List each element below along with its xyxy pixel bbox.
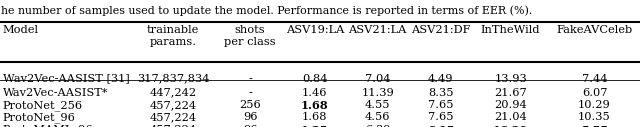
Text: FakeAVCeleb: FakeAVCeleb [556, 25, 633, 35]
Text: he number of samples used to update the model. Performance is reported in terms : he number of samples used to update the … [1, 5, 532, 16]
Text: shots
per class: shots per class [224, 25, 276, 47]
Text: 10.29: 10.29 [578, 100, 611, 110]
Text: Model: Model [3, 25, 38, 35]
Text: 16.29: 16.29 [493, 125, 529, 127]
Text: trainable
params.: trainable params. [147, 25, 199, 47]
Text: InTheWild: InTheWild [481, 25, 540, 35]
Text: 21.04: 21.04 [494, 112, 527, 122]
Text: 4.55: 4.55 [365, 100, 390, 110]
Text: 6.07: 6.07 [582, 88, 607, 98]
Text: 13.93: 13.93 [494, 74, 527, 84]
Text: 457,224: 457,224 [150, 100, 196, 110]
Text: 96: 96 [243, 112, 257, 122]
Text: 8.35: 8.35 [428, 88, 453, 98]
Text: 317,837,834: 317,837,834 [137, 74, 209, 84]
Text: 7.04: 7.04 [365, 74, 390, 84]
Text: 7.65: 7.65 [428, 112, 453, 122]
Text: 6.05: 6.05 [427, 125, 454, 127]
Text: 7.44: 7.44 [582, 74, 607, 84]
Text: Wav2Vec-AASIST*: Wav2Vec-AASIST* [3, 88, 108, 98]
Text: 11.39: 11.39 [362, 88, 394, 98]
Text: ASV21:LA: ASV21:LA [349, 25, 407, 35]
Text: 7.65: 7.65 [428, 100, 453, 110]
Text: 5.55: 5.55 [581, 125, 608, 127]
Text: 21.67: 21.67 [494, 88, 527, 98]
Text: 256: 256 [239, 100, 261, 110]
Text: 1.35: 1.35 [301, 125, 328, 127]
Text: 4.49: 4.49 [428, 74, 453, 84]
Text: 457,224: 457,224 [150, 112, 196, 122]
Text: 10.35: 10.35 [578, 112, 611, 122]
Text: 20.94: 20.94 [494, 100, 527, 110]
Text: ProtoNet_96: ProtoNet_96 [3, 112, 76, 123]
Text: 457,224: 457,224 [150, 125, 196, 127]
Text: 447,242: 447,242 [150, 88, 196, 98]
Text: 4.56: 4.56 [365, 112, 390, 122]
Text: ProtoNet_256: ProtoNet_256 [3, 100, 83, 111]
Text: Wav2Vec-AASIST [31]: Wav2Vec-AASIST [31] [3, 74, 129, 84]
Text: ASV19:LA: ASV19:LA [285, 25, 344, 35]
Text: 1.46: 1.46 [302, 88, 328, 98]
Text: -: - [248, 74, 252, 84]
Text: 1.68: 1.68 [302, 112, 328, 122]
Text: 0.84: 0.84 [302, 74, 328, 84]
Text: ASV21:DF: ASV21:DF [411, 25, 470, 35]
Text: -: - [248, 88, 252, 98]
Text: 96: 96 [243, 125, 257, 127]
Text: 6.39: 6.39 [365, 125, 390, 127]
Text: 1.68: 1.68 [301, 100, 328, 111]
Text: ProtoMAML_96: ProtoMAML_96 [3, 125, 93, 127]
